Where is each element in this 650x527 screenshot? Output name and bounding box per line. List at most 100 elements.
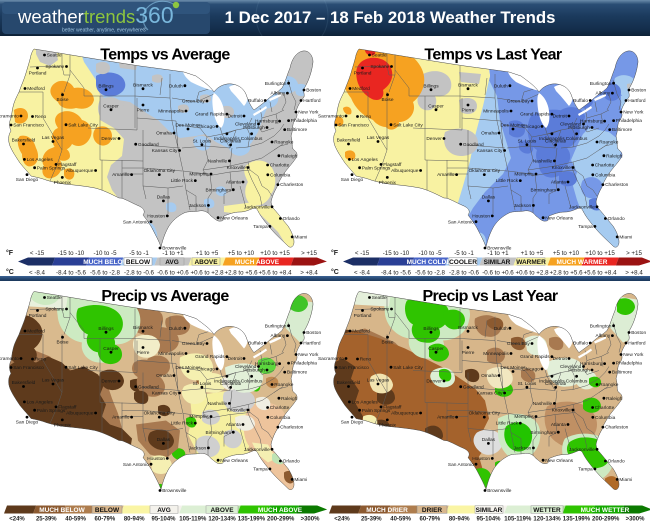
svg-text:Little Rock: Little Rock [496,421,519,427]
svg-text:Medford: Medford [352,329,370,335]
svg-text:Charlotte: Charlotte [270,163,290,169]
svg-text:Oklahoma City: Oklahoma City [144,411,176,417]
svg-text:Spokane: Spokane [370,64,389,70]
svg-text:Pierre: Pierre [462,107,475,113]
svg-text:Las Vegas: Las Vegas [42,378,65,384]
svg-text:MUCH ABOVE: MUCH ABOVE [258,507,303,514]
svg-text:Sacramento: Sacramento [318,356,344,362]
svg-text:Boston: Boston [306,88,321,94]
svg-text:MUCH WETTER: MUCH WETTER [581,507,630,514]
svg-text:Minneapolis: Minneapolis [158,351,184,357]
svg-text:Burlington: Burlington [265,323,287,329]
svg-text:40-59%: 40-59% [390,517,411,523]
svg-text:Houston: Houston [147,456,165,462]
svg-text:Bakersfield: Bakersfield [12,138,36,144]
svg-text:Cleveland: Cleveland [560,364,582,370]
svg-text:< -15: < -15 [30,250,45,257]
svg-text:Portland: Portland [29,313,47,319]
svg-text:-5.6 to -2.8: -5.6 to -2.8 [415,270,445,277]
svg-text:Charleston: Charleston [280,182,304,188]
svg-text:135-199%: 135-199% [238,517,266,523]
svg-text:25-39%: 25-39% [361,517,382,523]
svg-text:25-39%: 25-39% [36,517,57,523]
svg-text:Medford: Medford [27,86,45,92]
svg-text:Cleveland: Cleveland [560,122,582,128]
svg-text:New York: New York [623,110,644,116]
svg-text:Cincinnati: Cincinnati [220,381,241,387]
svg-text:Omaha: Omaha [156,373,172,379]
svg-text:Birmingham: Birmingham [206,430,232,436]
svg-text:AVG: AVG [165,259,179,266]
svg-text:+5 to +10: +5 to +10 [553,250,580,257]
svg-text:Denver: Denver [426,379,442,385]
svg-text:Casper: Casper [103,346,119,352]
svg-text:-8.4 to -5.6: -8.4 to -5.6 [381,270,411,277]
svg-text:Columbia: Columbia [595,172,616,178]
svg-text:1 Dec 2017 – 18 Feb 2018 Weath: 1 Dec 2017 – 18 Feb 2018 Weather Trends [225,8,556,27]
svg-text:Duluth: Duluth [169,326,183,332]
svg-text:Houston: Houston [472,214,490,220]
svg-text:Denver: Denver [101,136,117,142]
svg-text:Birmingham: Birmingham [531,430,557,436]
svg-text:Baltimore: Baltimore [612,127,633,133]
svg-text:Philadelphia: Philadelphia [616,118,642,124]
svg-text:St. Louis: St. Louis [193,138,212,144]
svg-text:Oklahoma City: Oklahoma City [469,411,501,417]
svg-text:Buffalo: Buffalo [573,341,588,347]
svg-text:Los Angeles: Los Angeles [352,400,379,406]
svg-text:New York: New York [298,110,319,116]
svg-text:Dallas: Dallas [157,195,171,201]
svg-text:Dallas: Dallas [482,437,496,443]
svg-text:Salt Lake City: Salt Lake City [68,365,98,371]
svg-text:Bakersfield: Bakersfield [12,380,36,386]
svg-text:ABOVE: ABOVE [194,259,218,266]
svg-text:MUCH ABOVE: MUCH ABOVE [235,259,280,266]
svg-text:Buffalo: Buffalo [573,98,588,104]
svg-text:Bakersfield: Bakersfield [337,138,361,144]
svg-text:San Antonio: San Antonio [123,462,149,468]
svg-text:> +15: > +15 [626,250,642,257]
svg-text:Goodland: Goodland [463,384,484,390]
svg-text:Bakersfield: Bakersfield [337,380,361,386]
svg-text:Nashville: Nashville [533,401,553,407]
svg-text:Miami: Miami [294,477,307,483]
svg-text:Phoenix: Phoenix [54,422,72,428]
svg-text:Des Moines: Des Moines [500,365,526,371]
svg-text:Goodland: Goodland [138,384,159,390]
svg-text:Los Angeles: Los Angeles [352,157,379,163]
svg-text:Orlando: Orlando [283,216,300,222]
svg-text:Los Angeles: Los Angeles [27,157,54,163]
svg-text:Phoenix: Phoenix [379,180,397,186]
svg-text:Knoxville: Knoxville [227,408,247,414]
svg-text:Baltimore: Baltimore [287,127,308,133]
svg-text:Amarillo: Amarillo [437,172,455,178]
svg-text:Chicago: Chicago [197,124,215,130]
svg-text:Indianapolis: Indianapolis [539,379,565,385]
svg-text:MUCH BELOW: MUCH BELOW [83,259,129,266]
svg-text:Pittsburgh: Pittsburgh [568,125,590,131]
svg-text:Billings: Billings [423,326,439,332]
svg-text:New Orleans: New Orleans [220,215,248,221]
svg-text:Reno: Reno [360,357,372,363]
svg-text:Oklahoma City: Oklahoma City [144,168,176,174]
svg-text:Sacramento: Sacramento [0,114,19,120]
svg-text:Albuquerque: Albuquerque [391,411,419,417]
svg-text:Memphis: Memphis [189,172,209,178]
svg-text:Amarillo: Amarillo [112,172,130,178]
svg-text:Palm Springs: Palm Springs [362,165,391,171]
svg-text:Dallas: Dallas [482,195,496,201]
svg-text:San Diego: San Diego [16,420,39,426]
svg-text:Salt Lake City: Salt Lake City [68,122,98,128]
svg-text:< -15: < -15 [355,250,370,257]
svg-text:San Francisco: San Francisco [338,365,369,371]
svg-text:Jacksonville: Jacksonville [244,447,270,453]
svg-text:San Antonio: San Antonio [448,462,474,468]
svg-text:Albany: Albany [596,333,611,339]
svg-text:Albuquerque: Albuquerque [66,168,94,174]
svg-text:Roanoke: Roanoke [274,140,294,146]
svg-text:SIMILAR: SIMILAR [476,507,503,514]
svg-text:Knoxville: Knoxville [552,408,572,414]
svg-text:Portland: Portland [354,70,372,76]
svg-text:°F: °F [6,249,14,257]
svg-text:Detroit: Detroit [228,114,243,120]
